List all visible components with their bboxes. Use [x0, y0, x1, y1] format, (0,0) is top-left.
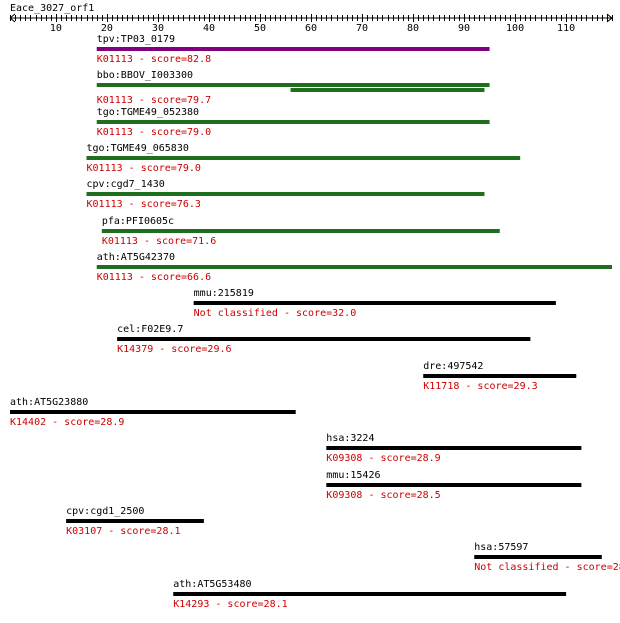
hit-score-label[interactable]: K01113 - score=82.8: [97, 54, 211, 65]
hit-row[interactable]: ath:AT5G42370 K01113 - score=66.6: [96, 252, 612, 283]
axis-tick-label: 70: [356, 23, 368, 34]
hit-score-label[interactable]: K01113 - score=71.6: [102, 236, 216, 247]
hit-score-label[interactable]: K09308 - score=28.9: [326, 453, 440, 464]
hit-score-label[interactable]: K14402 - score=28.9: [10, 417, 124, 428]
axis-tick-label: 60: [305, 23, 317, 34]
hit-row[interactable]: pfa:PFI0605c K01113 - score=71.6: [101, 216, 500, 247]
hit-score-label[interactable]: K01113 - score=79.7: [97, 95, 211, 106]
chart-title: Eace_3027_orf1: [10, 3, 94, 14]
hit-score-label[interactable]: K09308 - score=28.5: [326, 490, 440, 501]
hit-score-label[interactable]: K11718 - score=29.3: [423, 381, 537, 392]
hit-score-label[interactable]: K01113 - score=76.3: [87, 199, 201, 210]
hit-alignment-bar: [101, 229, 500, 233]
hit-row[interactable]: tgo:TGME49_065830 K01113 - score=79.0: [86, 143, 521, 174]
axis-tick-label: 100: [506, 23, 524, 34]
hit-row[interactable]: ath:AT5G53480 K14293 - score=28.1: [173, 579, 567, 610]
axis-tick-label: 110: [557, 23, 575, 34]
hit-gene-label[interactable]: hsa:57597: [474, 542, 528, 553]
hit-alignment-bar: [423, 374, 577, 378]
hit-row[interactable]: mmu:15426 K09308 - score=28.5: [326, 470, 582, 501]
axis-tick-label: 80: [407, 23, 419, 34]
axis-tick-label: 50: [254, 23, 266, 34]
axis-tick-label: 30: [152, 23, 164, 34]
hit-score-label[interactable]: K14379 - score=29.6: [117, 344, 231, 355]
hit-alignment-bar: [66, 519, 204, 523]
axis-tick-label: 40: [203, 23, 215, 34]
hit-row[interactable]: cpv:cgd1_2500 K03107 - score=28.1: [66, 506, 204, 537]
hit-row[interactable]: mmu:215819 Not classified - score=32.0: [193, 288, 556, 319]
hit-gene-label[interactable]: tgo:TGME49_052380: [97, 107, 199, 118]
hit-row[interactable]: hsa:3224 K09308 - score=28.9: [326, 433, 582, 464]
hit-alignment-bar: [96, 120, 490, 124]
hit-alignment-bar: [86, 156, 521, 160]
hit-row[interactable]: hsa:57597 Not classified - score=28: [474, 542, 620, 573]
hit-gene-label[interactable]: cel:F02E9.7: [117, 324, 183, 335]
hit-row[interactable]: bbo:BBOV_I003300 K01113 - score=79.7: [96, 70, 490, 106]
hit-list: tpv:TP03_0179 K01113 - score=82.8 bbo:BBOV…: [10, 34, 620, 610]
hit-row[interactable]: cel:F02E9.7 K14379 - score=29.6: [117, 324, 531, 355]
hit-gene-label[interactable]: ath:AT5G42370: [97, 252, 175, 263]
hit-gene-label[interactable]: ath:AT5G53480: [173, 579, 251, 590]
hit-gene-label[interactable]: hsa:3224: [326, 433, 374, 444]
hit-gene-label[interactable]: ath:AT5G23880: [10, 397, 88, 408]
hit-alignment-bar: [326, 483, 582, 487]
hit-alignment-bar: [474, 555, 602, 559]
hit-score-label[interactable]: K03107 - score=28.1: [66, 526, 180, 537]
hit-alignment-bar: [326, 446, 582, 450]
hit-row[interactable]: cpv:cgd7_1430 K01113 - score=76.3: [86, 179, 485, 210]
axis-tick-label: 10: [50, 23, 62, 34]
position-axis: 10 20 30 40 50 60 70 80 90 100 110: [9, 13, 613, 34]
hit-gene-label[interactable]: tgo:TGME49_065830: [87, 143, 189, 154]
hit-row[interactable]: dre:497542 K11718 - score=29.3: [423, 361, 577, 392]
hit-gene-label[interactable]: mmu:215819: [194, 288, 254, 299]
hit-alignment-bar: [193, 301, 556, 305]
hit-gene-label[interactable]: pfa:PFI0605c: [102, 216, 174, 227]
hit-score-label[interactable]: Not classified - score=28: [474, 562, 620, 573]
hit-score-label[interactable]: K01113 - score=79.0: [87, 163, 201, 174]
hit-score-label[interactable]: K01113 - score=79.0: [97, 127, 211, 138]
axis-tick-label: 20: [101, 23, 113, 34]
hit-gene-label[interactable]: mmu:15426: [326, 470, 380, 481]
hit-row[interactable]: tpv:TP03_0179 K01113 - score=82.8: [96, 34, 490, 65]
hit-alignment-bar: [173, 592, 567, 596]
hit-gene-label[interactable]: tpv:TP03_0179: [97, 34, 175, 45]
hit-gene-label[interactable]: cpv:cgd1_2500: [66, 506, 144, 517]
hit-gene-label[interactable]: cpv:cgd7_1430: [87, 179, 165, 190]
hit-score-label[interactable]: K14293 - score=28.1: [173, 599, 287, 610]
axis-tick-label: 90: [458, 23, 470, 34]
axis-right-arrow: [606, 13, 613, 23]
hit-alignment-bar: [10, 410, 296, 414]
hit-gene-label[interactable]: dre:497542: [423, 361, 483, 372]
hit-alignment-bar: [117, 337, 531, 341]
hit-alignment-bar: [96, 265, 612, 269]
hit-row[interactable]: ath:AT5G23880 K14402 - score=28.9: [10, 397, 296, 428]
hit-row[interactable]: tgo:TGME49_052380 K01113 - score=79.0: [96, 107, 490, 138]
hit-score-label[interactable]: Not classified - score=32.0: [194, 308, 357, 319]
hit-gene-label[interactable]: bbo:BBOV_I003300: [97, 70, 193, 81]
hit-alignment-bar: [96, 47, 490, 51]
hit-alignment-bar: [290, 88, 485, 92]
hit-alignment-bar: [96, 83, 490, 87]
hit-alignment-bar: [86, 192, 485, 196]
hit-score-label[interactable]: K01113 - score=66.6: [97, 272, 211, 283]
